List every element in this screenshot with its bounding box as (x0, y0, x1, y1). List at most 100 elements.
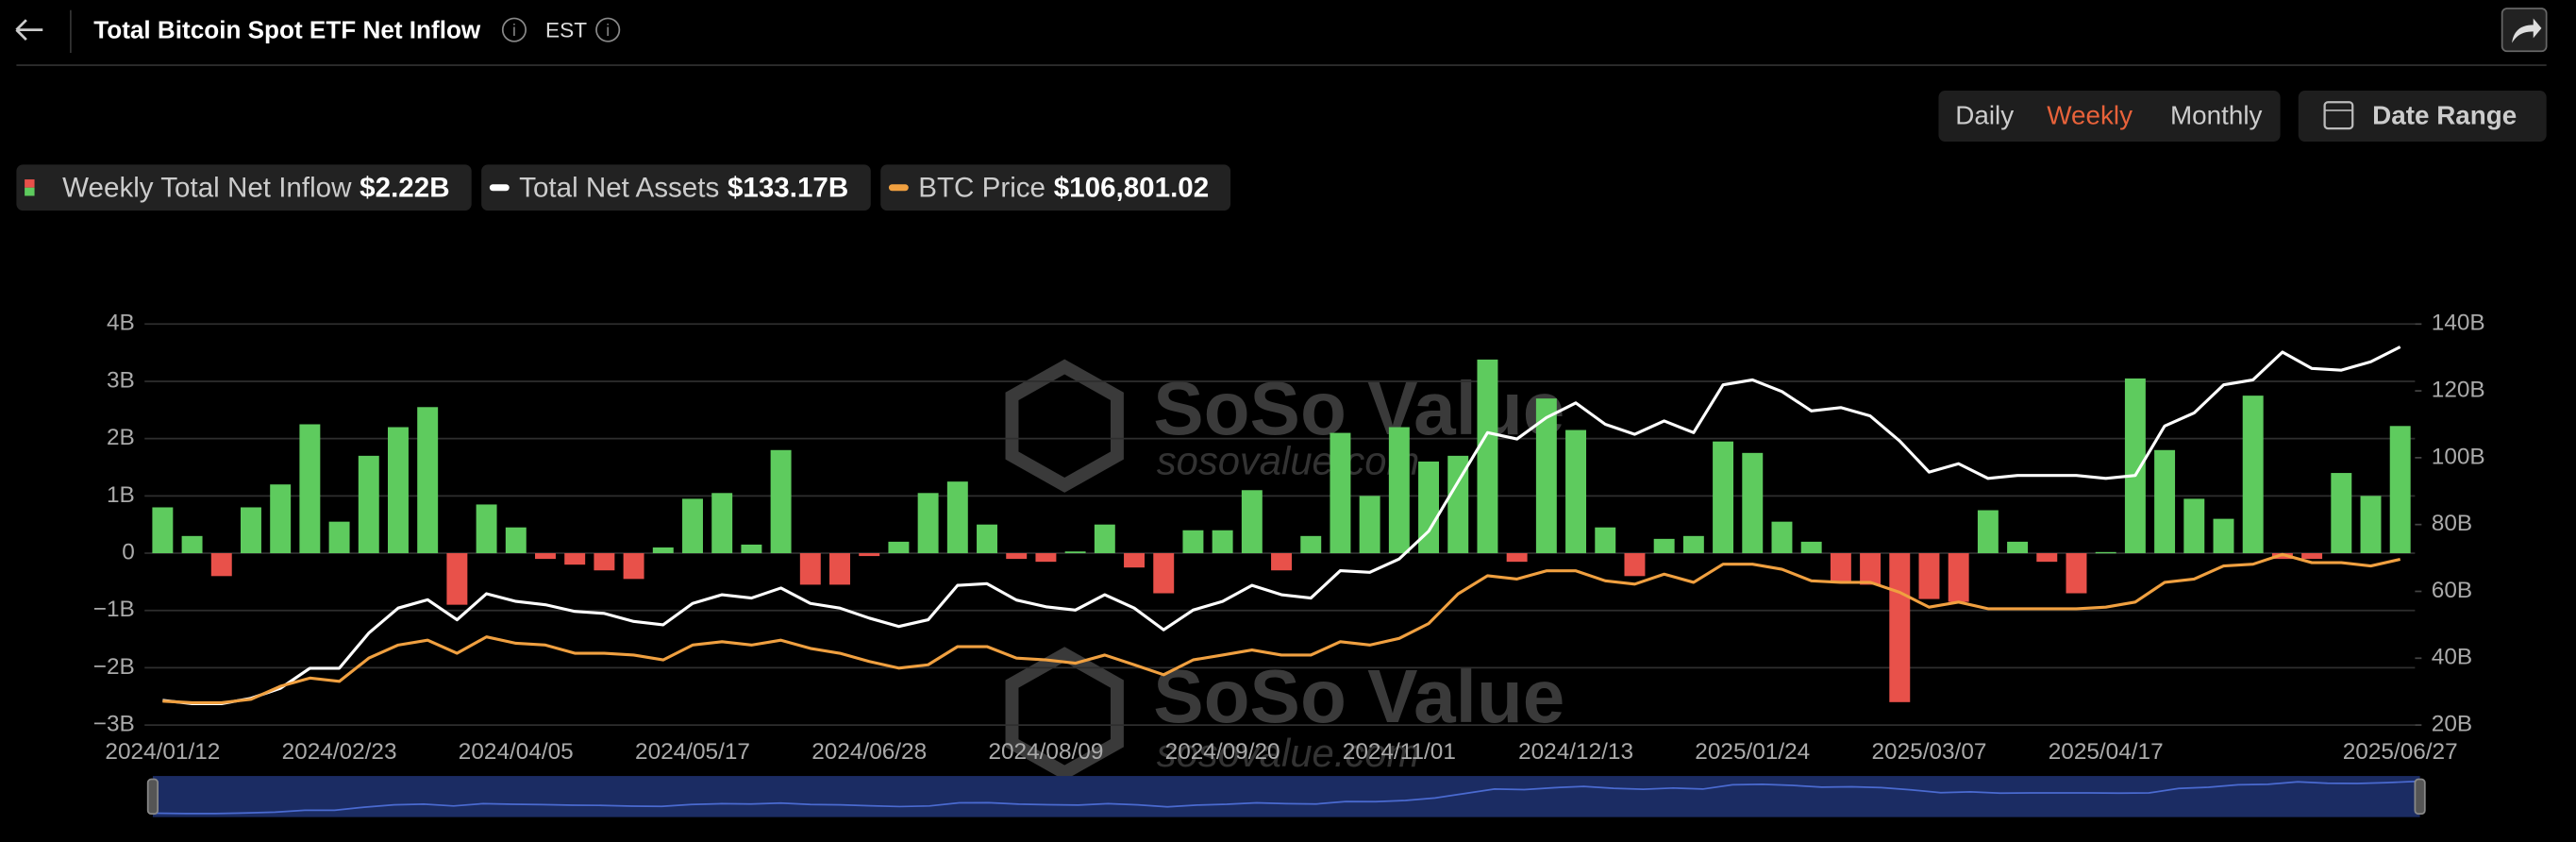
legend-name: BTC Price (918, 172, 1045, 203)
bar (652, 547, 674, 554)
y2-tick-label: 80B (2432, 511, 2472, 536)
bar (1153, 553, 1175, 594)
info-icon[interactable] (501, 17, 527, 42)
bar (1477, 359, 1498, 554)
bar (2124, 378, 2146, 554)
legend-chip (16, 164, 472, 211)
bar (564, 553, 586, 565)
bar (328, 521, 350, 554)
bar (594, 553, 615, 571)
info-icon-glyph: i (512, 21, 516, 40)
watermark-logo (1005, 647, 1124, 781)
bar (1359, 496, 1380, 554)
share-icon (2512, 18, 2542, 43)
bar (1212, 530, 1233, 554)
bar (946, 481, 968, 554)
x-tick-label: 2024/08/09 (988, 739, 1103, 765)
bar (270, 484, 292, 554)
legend-chip (880, 164, 1231, 211)
navigator-handle[interactable] (146, 778, 159, 815)
period-tab[interactable]: Daily (1955, 100, 2014, 129)
legend-chip (481, 164, 871, 211)
bar (682, 498, 703, 554)
x-tick-label: 2024/02/23 (282, 739, 397, 765)
legend-value: $2.22B (360, 172, 449, 203)
legend-name: Weekly Total Net Inflow (62, 172, 352, 203)
bar (1094, 524, 1115, 554)
x-tick-label: 2024/04/05 (459, 739, 574, 765)
y-tick-label: 0 (122, 539, 135, 564)
period-tab[interactable]: Weekly (2047, 100, 2133, 129)
calendar-icon (2323, 101, 2354, 130)
bar (1182, 530, 1204, 554)
bar (1064, 551, 1086, 554)
period-tab[interactable]: Monthly (2170, 100, 2263, 129)
bar (711, 493, 733, 554)
back-button[interactable] (15, 19, 43, 42)
timezone: EST (545, 18, 587, 42)
bar (2007, 541, 2029, 554)
bar (535, 553, 556, 560)
bar (1330, 432, 1351, 554)
bar (388, 427, 409, 554)
bar (859, 553, 880, 557)
bar (1742, 452, 1764, 554)
bar (210, 553, 232, 577)
date-range-label: Date Range (2372, 100, 2517, 129)
x-tick-label: 2025/03/07 (1872, 739, 1987, 765)
bar (1860, 553, 1882, 585)
bar (2301, 553, 2323, 560)
bar (1300, 535, 1322, 554)
bar (1830, 553, 1851, 582)
y-tick-label: 4B (107, 311, 135, 336)
bar (1595, 527, 1616, 554)
legend-value: $133.17B (728, 172, 848, 203)
y2-tick-label: 140B (2432, 311, 2485, 336)
share-button[interactable] (2501, 8, 2548, 53)
bar (2154, 449, 2176, 554)
bar (1889, 553, 1911, 702)
x-tick-label: 2024/12/13 (1518, 739, 1633, 765)
bar (152, 507, 174, 554)
navigator-handle[interactable] (2414, 778, 2426, 815)
x-tick-label: 2025/04/17 (2049, 739, 2164, 765)
bar (299, 424, 321, 554)
navigator[interactable] (152, 776, 2420, 817)
bar (241, 507, 261, 554)
legend-swatch (489, 184, 510, 192)
bar (505, 527, 527, 554)
line-series (162, 345, 2401, 706)
bar (770, 449, 792, 554)
info-icon[interactable] (595, 17, 621, 42)
bar (2183, 498, 2205, 554)
bar (1624, 553, 1646, 577)
back-arrow (15, 19, 43, 42)
bar (2066, 553, 2087, 594)
bar (2389, 426, 2411, 554)
y2-tick-label: 120B (2432, 378, 2485, 403)
x-tick-label: 2024/11/01 (1343, 739, 1456, 765)
date-range-button[interactable]: Date Range (2298, 91, 2547, 143)
bar (417, 407, 439, 554)
bar (1977, 510, 1999, 554)
bar (1388, 427, 1410, 554)
date-range-box (2298, 91, 2547, 143)
y2-tick-label: 60B (2432, 578, 2472, 603)
period-tabs (1938, 91, 2281, 143)
bar (2271, 553, 2293, 560)
legend-swatch (25, 179, 35, 188)
bar (1447, 455, 1469, 554)
bar (2036, 553, 2058, 563)
x-tick-label: 2025/06/27 (2343, 739, 2458, 765)
bar (1682, 535, 1704, 554)
legend-swatch (25, 187, 35, 196)
x-tick-label: 2024/01/12 (105, 739, 220, 765)
bar (741, 544, 762, 554)
bar (1918, 553, 1940, 599)
navigator-line (156, 780, 2417, 815)
bar (1565, 429, 1587, 554)
bar (2360, 496, 2382, 554)
y2-tick-label: 40B (2432, 645, 2472, 670)
bar (358, 455, 379, 554)
x-tick-label: 2025/01/24 (1695, 739, 1810, 765)
